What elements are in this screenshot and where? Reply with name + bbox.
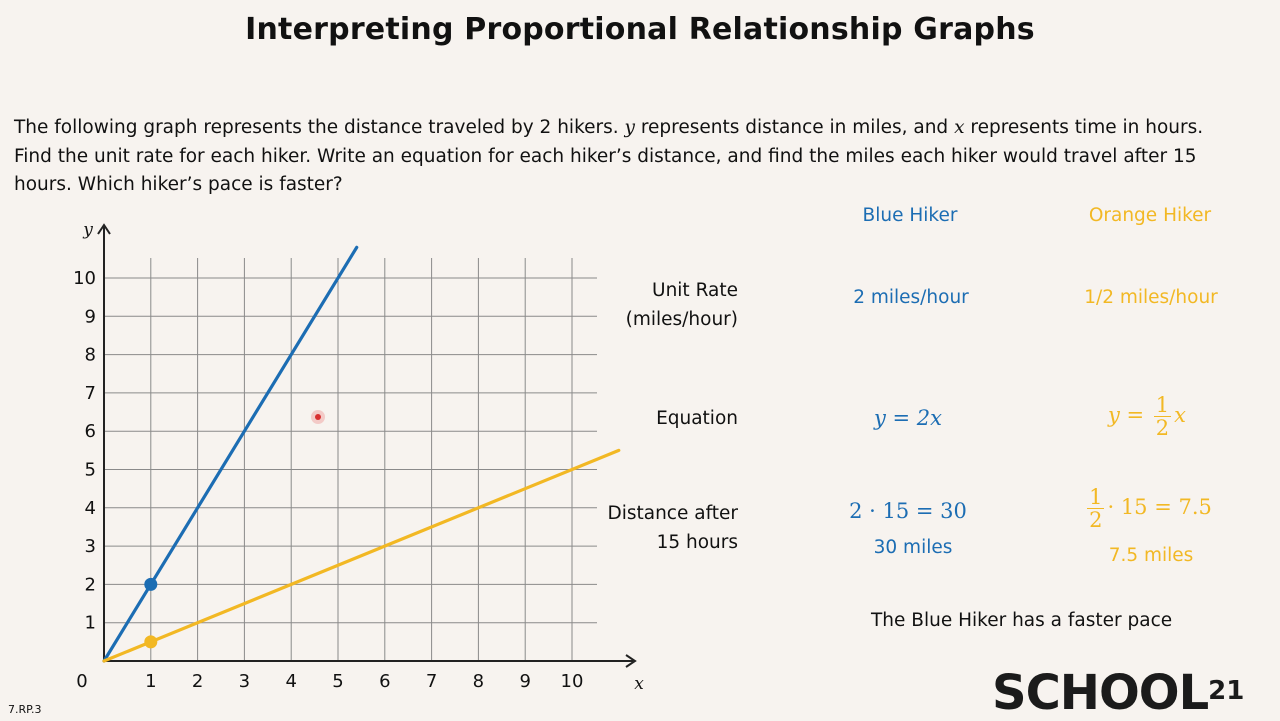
x-tick-label: 6 (379, 671, 390, 692)
x-tick-label: 8 (473, 671, 484, 692)
blue-equation: y = 2x (873, 406, 942, 430)
x-tick-label: 1 (145, 671, 156, 692)
y-axis-label: y (82, 220, 93, 240)
y-tick-label: 10 (73, 268, 96, 289)
problem-statement: The following graph represents the dista… (14, 114, 1264, 200)
y-tick-label: 1 (85, 613, 96, 634)
y-tick-label: 9 (85, 306, 96, 327)
problem-line-2: Find the unit rate for each hiker. Write… (14, 145, 1197, 167)
series-point-blue (144, 577, 158, 591)
conclusion-text: The Blue Hiker has a faster pace (871, 610, 1173, 631)
y-axis-arrow (97, 223, 111, 235)
blue-hiker-header: Blue Hiker (862, 205, 958, 226)
orange-result: 7.5 miles (1108, 545, 1194, 566)
series-line-blue (102, 245, 359, 663)
proportional-graph: 1 2 3 4 5 6 7 8 9 10 1 2 3 4 5 6 7 8 9 10 0 x y (73, 220, 644, 694)
unit-rate-label: Unit Rate (miles/hour) (625, 280, 738, 330)
equation-label: Equation (656, 408, 738, 429)
distance-label: Distance after 15 hours (607, 503, 738, 553)
cursor-dot (315, 414, 321, 420)
series-line-orange (102, 448, 621, 663)
y-tick-label: 7 (85, 383, 96, 404)
x-tick-label: 2 (192, 671, 203, 692)
school21-logo: SCHOOL21 (992, 665, 1245, 721)
y-tick-label: 5 (85, 460, 96, 481)
blue-calculation: 2 · 15 = 30 (849, 499, 967, 523)
x-axis-label: x (634, 674, 644, 694)
x-axis-arrow (625, 654, 637, 668)
problem-line-3: hours. Which hiker’s pace is faster? (14, 174, 343, 195)
y-tick-label: 6 (85, 421, 96, 442)
blue-unit-rate: 2 miles/hour (853, 287, 969, 308)
y-tick-label: 2 (85, 574, 96, 595)
y-tick-label: 8 (85, 345, 96, 366)
orange-calculation: 1 2 · 15 = 7.5 (1087, 485, 1212, 532)
series-point-orange (144, 635, 158, 649)
standard-code: 7.RP.3 (8, 703, 42, 716)
x-tick-label: 9 (519, 671, 530, 692)
y-tick-label: 4 (85, 498, 96, 519)
page-title: Interpreting Proportional Relationship G… (245, 12, 1035, 47)
x-tick-label: 5 (332, 671, 343, 692)
orange-unit-rate: 1/2 miles/hour (1084, 287, 1218, 308)
orange-hiker-header: Orange Hiker (1088, 205, 1212, 226)
blue-result: 30 miles (873, 537, 953, 558)
y-tick-label: 3 (85, 536, 96, 557)
problem-line-1: The following graph represents the dista… (14, 117, 1204, 138)
x-tick-label: 3 (239, 671, 250, 692)
x-tick-label: 10 (561, 671, 584, 692)
x-tick-label: 7 (426, 671, 437, 692)
x-tick-label: 4 (285, 671, 296, 692)
origin-label: 0 (76, 671, 87, 692)
